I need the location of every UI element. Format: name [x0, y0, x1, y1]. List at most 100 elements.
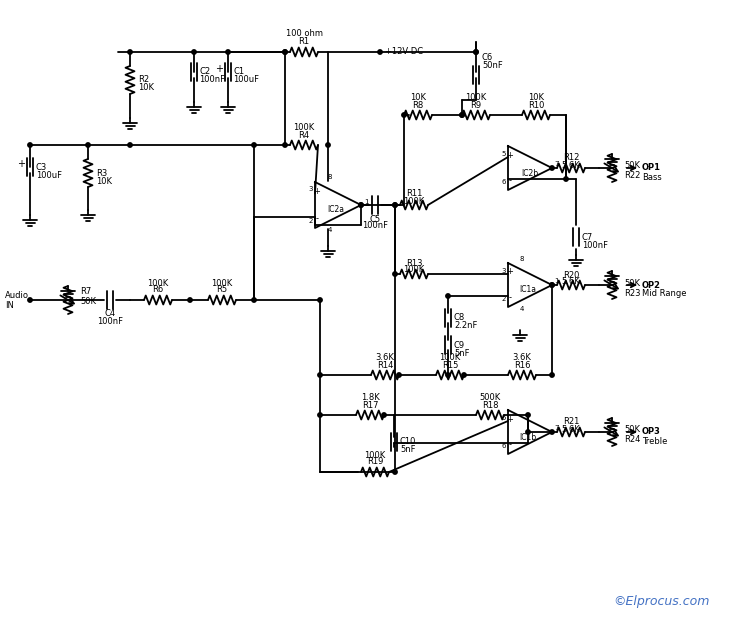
Circle shape	[128, 50, 132, 54]
Circle shape	[550, 282, 554, 288]
Text: 10K: 10K	[410, 94, 426, 102]
Text: -: -	[508, 441, 512, 449]
Text: 5: 5	[501, 415, 506, 421]
Text: -: -	[508, 176, 512, 186]
Circle shape	[251, 142, 256, 148]
Text: 10K: 10K	[138, 84, 154, 92]
Circle shape	[28, 298, 32, 302]
Circle shape	[402, 112, 406, 118]
Text: 3: 3	[309, 186, 313, 192]
Text: 50K: 50K	[80, 298, 96, 306]
Text: 50K: 50K	[624, 279, 640, 288]
Text: OP1: OP1	[642, 164, 661, 172]
Text: 100nF: 100nF	[199, 76, 225, 84]
Circle shape	[550, 372, 554, 378]
Text: 6: 6	[501, 179, 506, 185]
Text: 100 ohm: 100 ohm	[286, 29, 322, 39]
Text: 2: 2	[309, 218, 313, 224]
Text: 5.6K: 5.6K	[562, 424, 580, 434]
Text: 8: 8	[328, 174, 333, 181]
Text: R24: R24	[624, 436, 641, 444]
Text: IN: IN	[5, 301, 14, 309]
Circle shape	[378, 50, 382, 54]
Circle shape	[283, 50, 287, 54]
Circle shape	[251, 298, 256, 302]
Circle shape	[359, 202, 363, 208]
Circle shape	[564, 177, 568, 181]
Text: 100K: 100K	[211, 279, 233, 288]
Text: 100nF: 100nF	[97, 316, 123, 326]
Text: +: +	[507, 268, 513, 276]
Text: R13: R13	[405, 259, 423, 268]
Circle shape	[28, 142, 32, 148]
Text: R14: R14	[376, 361, 393, 369]
Text: +12V DC: +12V DC	[385, 48, 423, 56]
Text: C4: C4	[104, 309, 115, 319]
Text: C9: C9	[454, 341, 465, 349]
Text: R22: R22	[624, 171, 641, 181]
Circle shape	[393, 272, 397, 276]
Text: Treble: Treble	[642, 436, 667, 446]
Text: 7: 7	[554, 161, 559, 167]
Text: +: +	[507, 414, 513, 424]
Text: IC1b: IC1b	[519, 432, 536, 441]
Circle shape	[382, 412, 386, 418]
Text: OP2: OP2	[642, 281, 661, 289]
Text: C8: C8	[454, 314, 465, 322]
Text: 50K: 50K	[624, 161, 640, 171]
Text: 1.8K: 1.8K	[361, 394, 379, 402]
Text: 7: 7	[554, 425, 559, 431]
Circle shape	[393, 470, 397, 474]
Text: R15: R15	[442, 361, 458, 369]
Circle shape	[550, 282, 554, 288]
Circle shape	[393, 202, 397, 208]
Text: 5nF: 5nF	[454, 349, 469, 358]
Circle shape	[460, 112, 464, 118]
Text: R20: R20	[562, 271, 579, 279]
Circle shape	[225, 50, 230, 54]
Circle shape	[318, 298, 322, 302]
Text: 100K: 100K	[440, 354, 461, 362]
Text: 100uF: 100uF	[36, 171, 62, 179]
Text: R1: R1	[298, 36, 310, 46]
Circle shape	[397, 372, 401, 378]
Text: R6: R6	[153, 286, 164, 294]
Text: 4: 4	[328, 228, 332, 233]
Circle shape	[474, 50, 478, 54]
Text: C6: C6	[482, 54, 493, 62]
Text: R2: R2	[138, 76, 149, 84]
Circle shape	[318, 372, 322, 378]
Text: 3.6K: 3.6K	[376, 354, 394, 362]
Text: +: +	[17, 159, 25, 169]
Text: R10: R10	[527, 101, 544, 109]
Text: +: +	[215, 64, 223, 74]
Circle shape	[550, 166, 554, 170]
Text: 5.6K: 5.6K	[562, 161, 580, 169]
Text: 100nF: 100nF	[582, 241, 608, 249]
Text: -: -	[315, 214, 318, 223]
Text: 10K: 10K	[528, 94, 544, 102]
Circle shape	[526, 430, 530, 434]
Text: ©Elprocus.com: ©Elprocus.com	[614, 595, 710, 608]
Text: R11: R11	[405, 189, 422, 199]
Text: +: +	[507, 151, 513, 159]
Text: R18: R18	[482, 401, 498, 409]
Text: R19: R19	[367, 458, 383, 466]
Circle shape	[283, 142, 287, 148]
Text: 100K: 100K	[147, 279, 169, 288]
Text: R3: R3	[96, 169, 107, 177]
Text: 100K: 100K	[403, 266, 425, 274]
Circle shape	[359, 202, 363, 208]
Circle shape	[446, 372, 450, 378]
Text: 3.6K: 3.6K	[513, 354, 531, 362]
Circle shape	[187, 298, 192, 302]
Circle shape	[526, 412, 530, 418]
Text: R5: R5	[217, 286, 228, 294]
Text: 100nF: 100nF	[362, 221, 388, 231]
Text: 500K: 500K	[479, 394, 501, 402]
Text: IC1a: IC1a	[519, 286, 536, 294]
Text: 2: 2	[501, 296, 506, 302]
Circle shape	[460, 112, 464, 118]
Text: C1: C1	[233, 68, 244, 76]
Circle shape	[446, 294, 450, 298]
